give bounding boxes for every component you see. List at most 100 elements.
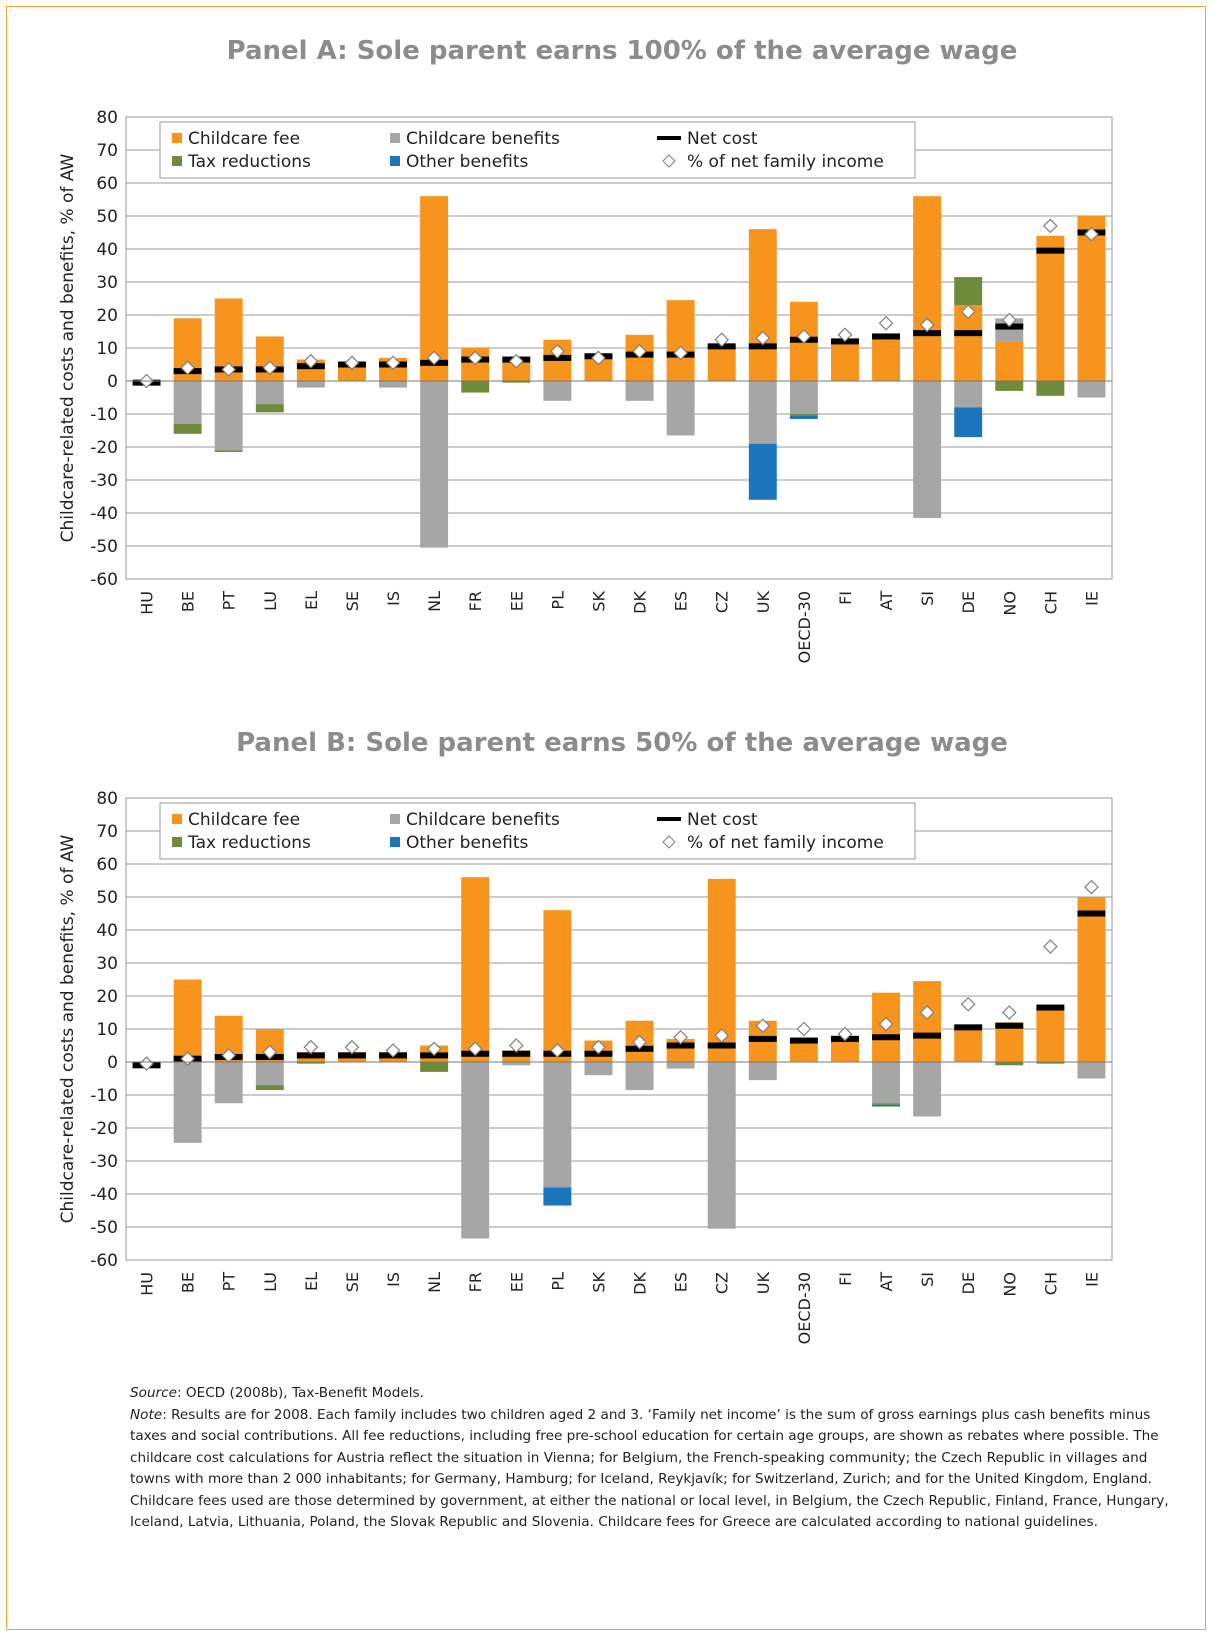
x-tick-label: AT [877,591,896,611]
net-cost-marker [666,1042,695,1049]
bar-segment [296,381,325,388]
bar-segment [872,334,901,381]
bar-segment [666,300,695,381]
bar-segment [420,196,449,381]
y-tick-label: 70 [96,822,118,842]
net-cost-marker [1036,247,1065,254]
y-tick-label: 30 [96,273,118,293]
legend-swatch [390,814,400,824]
diamond-marker [426,1041,442,1057]
source-text: : OECD (2008b), Tax-Benefit Models. [177,1385,424,1401]
legend-swatch [657,817,681,821]
y-tick-label: 10 [96,339,118,359]
x-tick-label: OECD-30 [795,591,814,663]
bar-segment [173,979,202,1062]
diamond-marker [878,315,894,331]
diamond-marker [632,343,647,359]
diamond-marker [139,1056,154,1071]
bar-segment [789,1038,818,1062]
x-tick-label: IS [384,591,403,606]
y-tick-label: -60 [90,570,118,590]
y-tick-label: -30 [90,1152,118,1172]
x-tick-label: ES [672,591,691,611]
bar-segment [543,910,572,1062]
x-tick-label: IS [384,1272,403,1287]
x-tick-label: FI [836,591,855,605]
bar-segment [461,1062,490,1239]
y-tick-label: 40 [96,921,118,941]
x-tick-label: CH [1041,591,1060,614]
bar-segment [173,381,202,424]
legend-swatch [172,156,182,166]
diamond-marker [426,350,442,366]
legend-swatch [390,837,400,847]
chart-title: Panel A: Sole parent earns 100% of the a… [227,36,1018,66]
x-tick-label: DK [631,1271,650,1294]
bar-segment [872,1103,901,1105]
y-tick-label: -60 [90,1251,118,1271]
x-tick-label: OECD-30 [795,1272,814,1344]
bar-segment [872,1104,901,1107]
net-cost-marker [337,1052,366,1059]
x-tick-label: CZ [713,591,732,613]
y-tick-label: 10 [96,1020,118,1040]
bar-segment [666,381,695,436]
y-tick-label: 60 [96,174,118,194]
diamond-marker [1001,1005,1017,1020]
bar-segment [954,407,983,438]
bar-segment [1036,1062,1065,1064]
legend-label: Childcare fee [188,810,300,830]
x-tick-label: IE [1082,591,1101,606]
diamond-marker [467,1041,483,1057]
bar-segment [379,381,408,388]
x-tick-label: DE [959,591,978,613]
legend-swatch [390,156,400,166]
legend-label: Tax reductions [187,833,311,853]
diamond-marker [755,330,771,346]
bar-segment [954,381,983,408]
y-tick-label: 60 [96,855,118,875]
bar-segment [543,1062,572,1188]
y-tick-label: 50 [96,207,118,227]
bar-segment [173,423,202,434]
legend-swatch [662,835,676,849]
x-tick-label: FR [466,1272,485,1292]
bar-segment [461,381,490,393]
legend-label: Childcare benefits [406,810,560,830]
diamond-marker [755,1018,771,1034]
bar-segment [214,381,243,451]
chart: Panel A: Sole parent earns 100% of the a… [58,36,1113,1344]
x-tick-label: NO [1000,1272,1019,1297]
net-cost-marker [296,1052,325,1059]
bar-segment [1036,235,1065,381]
diamond-marker [550,343,565,359]
bar-segment [748,443,777,500]
x-tick-label: PL [548,591,567,610]
x-tick-label: NL [425,591,444,612]
bar-segment [420,381,449,548]
bar-segment [995,1062,1024,1066]
x-tick-label: HU [138,591,157,615]
bar-segment [872,1062,901,1104]
x-tick-label: PT [220,1272,239,1292]
legend-box [159,121,916,179]
bar-segment [625,381,654,401]
bar-segment [995,1022,1024,1062]
x-tick-label: DK [631,590,650,613]
bar-segment [913,381,942,518]
x-tick-label: CZ [713,1272,732,1294]
x-tick-label: AT [877,1272,896,1292]
notes: Source: OECD (2008b), Tax-Benefit Models… [130,1383,1170,1534]
x-tick-label: PT [220,591,239,611]
x-tick-label: FR [466,591,485,611]
y-axis-label: Childcare-related costs and benefits, % … [58,834,78,1223]
diamond-marker [221,362,237,377]
y-axis-label: Childcare-related costs and benefits, % … [58,153,78,542]
source-label: Source [130,1385,177,1401]
bar-segment [461,877,490,1062]
x-tick-label: SE [343,591,362,611]
y-tick-label: 30 [96,954,118,974]
note-text: : Results are for 2008. Each family incl… [130,1406,1169,1531]
diamond-marker [385,355,401,371]
